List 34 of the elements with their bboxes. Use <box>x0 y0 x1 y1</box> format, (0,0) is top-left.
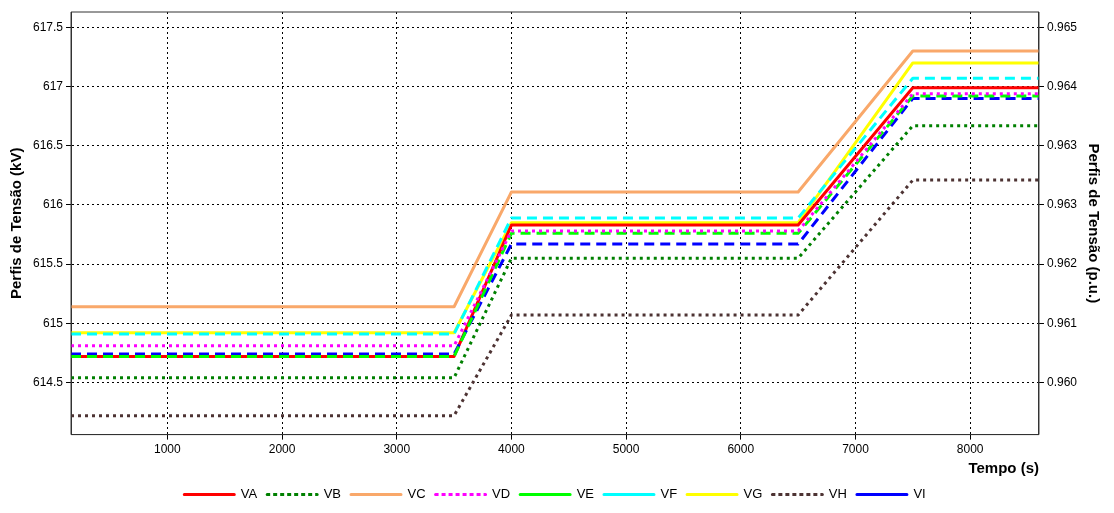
y-tick-label: 616.5 <box>33 138 64 153</box>
y2-axis-title: Perfis de Tensão (p.u.) <box>1085 143 1103 304</box>
legend-label: VA <box>240 486 258 502</box>
x-tick-label: 3000 <box>383 442 411 457</box>
y2-tick-label: 0.964 <box>1046 78 1078 93</box>
legend-label: VE <box>576 486 595 502</box>
x-tick-label: 6000 <box>727 442 755 457</box>
y2-tick-label: 0.961 <box>1046 315 1078 330</box>
y-tick-label: 614.5 <box>33 374 64 389</box>
x-tick-label: 7000 <box>842 442 870 457</box>
x-tick-label: 4000 <box>498 442 526 457</box>
legend-label: VH <box>828 486 847 502</box>
y-tick-label: 615 <box>43 315 64 330</box>
y2-tick-label: 0.962 <box>1046 256 1078 271</box>
legend-label: VB <box>323 486 342 502</box>
x-tick-label: 1000 <box>154 442 182 457</box>
legend-label: VD <box>492 486 511 502</box>
y2-tick-label: 0.965 <box>1046 19 1078 34</box>
legend-label: VG <box>743 486 763 502</box>
legend-label: VC <box>407 486 426 502</box>
y2-tick-label: 0.963 <box>1046 138 1078 153</box>
y-tick-label: 617.5 <box>33 19 64 34</box>
y-tick-label: 617 <box>43 78 64 93</box>
y2-tick-label: 0.963 <box>1046 197 1078 212</box>
legend-label: VF <box>660 486 678 502</box>
x-tick-label: 2000 <box>268 442 296 457</box>
x-axis-title: Tempo (s) <box>968 459 1039 477</box>
x-tick-label: 5000 <box>612 442 640 457</box>
x-tick-label: 8000 <box>956 442 984 457</box>
y-tick-label: 616 <box>43 197 64 212</box>
y-tick-label: 615.5 <box>33 256 64 271</box>
y-axis-title: Perfis de Tensão (kV) <box>7 147 25 300</box>
y2-tick-label: 0.960 <box>1046 374 1078 389</box>
legend-label: VI <box>913 486 926 502</box>
